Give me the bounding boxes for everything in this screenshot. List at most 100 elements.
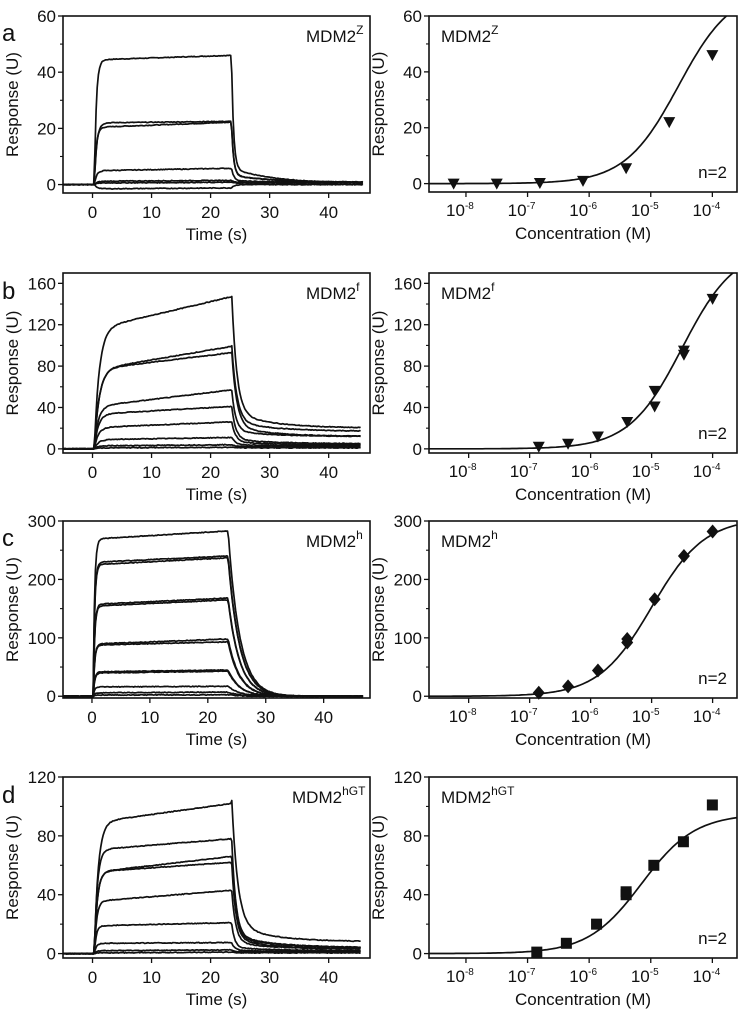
x-tick-label: 10: [142, 203, 161, 222]
data-point-marker: [620, 889, 632, 901]
y-tick-label: 0: [47, 176, 56, 195]
data-point-marker: [532, 685, 545, 700]
sensorgram-trace-trace-5: [63, 889, 361, 955]
x-tick-label: 30: [256, 708, 275, 727]
data-point-marker: [560, 937, 572, 949]
plot-frame: [62, 15, 371, 194]
y-tick-label: 200: [28, 570, 56, 589]
x-tick-label: 0: [87, 708, 96, 727]
sensorgram-trace-trace-3: [63, 120, 364, 186]
x-tick-label: 10-7: [510, 462, 538, 481]
x-tick-label: 20: [201, 203, 220, 222]
data-point-marker: [663, 117, 676, 129]
x-tick-label: 30: [260, 968, 279, 987]
data-point-marker: [706, 524, 719, 539]
x-tick-label: 10-5: [632, 707, 660, 726]
panel-letter: a: [2, 20, 16, 47]
x-tick-label: 0: [88, 968, 97, 987]
replicate-annotation: n=2: [698, 424, 727, 443]
data-point-marker: [591, 431, 604, 443]
x-tick-label: 10: [140, 708, 159, 727]
replicate-annotation: n=2: [698, 669, 727, 688]
y-tick-label: 40: [37, 398, 56, 417]
x-tick-label: 10-7: [508, 201, 536, 220]
y-axis-title: Response (U): [369, 557, 388, 662]
data-point-marker: [591, 663, 604, 678]
sensorgram-trace-trace-1: [63, 54, 364, 186]
data-point-marker: [706, 799, 718, 811]
chart-a-left: a 0 20 40 60 0 10 20 30 40 Time (s) Response (U) MDM…: [2, 7, 371, 244]
x-tick-label: 10-6: [569, 967, 597, 986]
x-tick-label: 10-7: [508, 967, 536, 986]
x-tick-label: 10-5: [631, 967, 659, 986]
y-axis-title: Response (U): [3, 557, 22, 662]
construct-label: MDM2f: [441, 280, 495, 303]
y-tick-label: 80: [37, 357, 56, 376]
x-axis-title: Time (s): [186, 990, 248, 1009]
data-point-marker: [677, 836, 689, 848]
x-tick-label: 30: [260, 463, 279, 482]
sensorgram-trace-trace-3: [63, 556, 364, 698]
fit-curve: [429, 816, 737, 955]
fit-curve: [429, 273, 735, 450]
y-axis-title: Response (U): [369, 52, 388, 157]
x-tick-label: 10-4: [692, 201, 720, 220]
sensorgram-trace-trace-6: [63, 181, 364, 186]
plot-frame: [62, 520, 371, 699]
data-point-marker: [532, 441, 545, 453]
data-point-marker: [648, 385, 661, 397]
data-point-marker: [621, 635, 634, 650]
y-axis-title: Response (U): [3, 52, 22, 157]
data-point-marker: [490, 178, 503, 190]
sensorgram-trace-trace-1: [63, 295, 361, 451]
x-tick-label: 10: [142, 463, 161, 482]
chart-d-left: d 0 40 80 120 0 10 20 30 40 Time (s) Response (U) MD…: [2, 768, 371, 1009]
sensorgram-trace-trace-2: [63, 121, 363, 186]
plot-area: [429, 816, 737, 955]
data-point-marker: [621, 416, 634, 428]
x-tick-label: 10-7: [510, 707, 538, 726]
x-axis-title: Time (s): [186, 730, 248, 749]
y-tick-label: 40: [403, 886, 422, 905]
construct-label: MDM2h: [306, 528, 363, 551]
construct-label: MDM2f: [306, 280, 360, 303]
replicate-annotation: n=2: [698, 929, 727, 948]
sensorgram-trace-trace-2: [63, 555, 364, 698]
y-tick-label: 0: [413, 440, 422, 459]
y-axis-title: Response (U): [369, 815, 388, 920]
sensorgram-trace-trace-2: [63, 344, 361, 451]
data-point-marker: [533, 178, 546, 190]
y-tick-label: 20: [403, 119, 422, 138]
y-axis-title: Response (U): [3, 311, 22, 416]
x-tick-label: 40: [319, 968, 338, 987]
x-axis-title: Time (s): [186, 225, 248, 244]
y-tick-label: 80: [37, 827, 56, 846]
x-tick-label: 0: [88, 203, 97, 222]
plot-area: [429, 273, 735, 450]
data-point-marker: [648, 401, 661, 413]
panel-letter: d: [2, 782, 15, 809]
plot-frame: [428, 15, 738, 193]
data-point-marker: [531, 946, 543, 958]
sensorgram-trace-trace-7: [63, 941, 361, 955]
plot-area: [63, 799, 361, 955]
plot-frame: [428, 776, 738, 959]
x-tick-label: 40: [314, 708, 333, 727]
y-tick-label: 40: [37, 63, 56, 82]
y-tick-label: 120: [28, 768, 56, 787]
y-tick-label: 60: [37, 7, 56, 26]
x-tick-label: 0: [88, 463, 97, 482]
y-tick-label: 120: [28, 316, 56, 335]
sensorgram-trace-trace-3: [63, 351, 361, 451]
data-point-marker: [648, 592, 661, 607]
y-tick-label: 120: [394, 316, 422, 335]
sensorgram-trace-trace-12: [63, 693, 364, 698]
data-point-marker: [591, 918, 603, 930]
plot-frame: [62, 272, 371, 454]
sensorgram-trace-trace-6: [63, 638, 363, 698]
data-point-marker: [677, 349, 690, 361]
y-tick-label: 20: [37, 119, 56, 138]
panel-letter: c: [2, 525, 14, 552]
chart-c-left: c 0 100 200 300 0 10 20 30 40 Time (s) Response (U)…: [2, 512, 371, 749]
x-tick-label: 20: [201, 968, 220, 987]
